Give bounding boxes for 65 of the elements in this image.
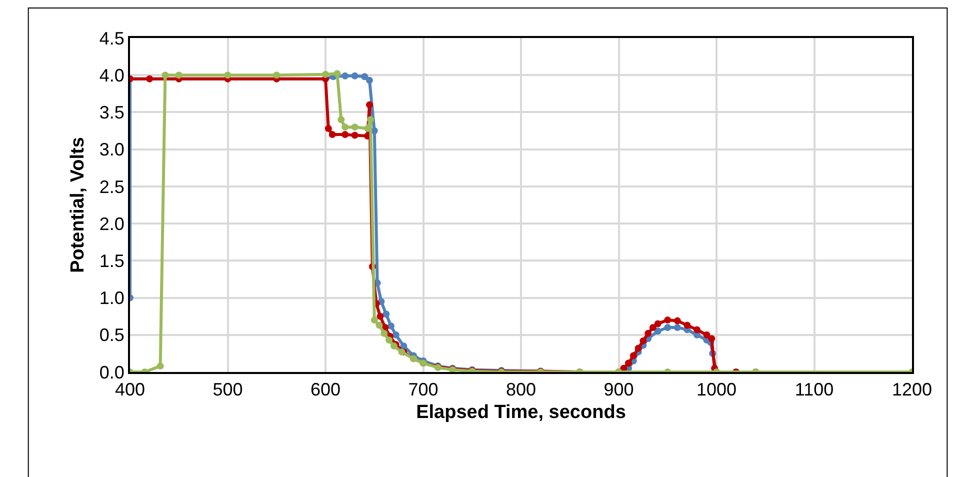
point [386, 336, 393, 344]
point [156, 362, 164, 370]
point [649, 324, 656, 331]
point [382, 310, 390, 318]
point [361, 73, 368, 80]
point [708, 335, 716, 342]
y-tick-label: 0.0 [99, 362, 124, 382]
point [674, 317, 681, 324]
point [376, 312, 384, 320]
x-tick-label: 1100 [794, 380, 834, 400]
point [634, 344, 642, 352]
point [224, 72, 232, 79]
x-tick-label: 1200 [892, 380, 932, 400]
y-tick-label: 2.0 [99, 214, 124, 234]
point [175, 72, 182, 79]
point [392, 331, 400, 338]
y-tick-label: 2.5 [99, 176, 124, 197]
point [674, 324, 681, 331]
point [366, 101, 373, 108]
point [370, 316, 378, 324]
y-axis-title: Potential, Volts [68, 137, 89, 273]
y-tick-label: 4.0 [99, 65, 124, 86]
point [351, 124, 358, 131]
x-tick-label: 1000 [696, 380, 737, 400]
point [654, 328, 662, 335]
point [328, 130, 336, 138]
point [351, 132, 358, 139]
point [684, 322, 691, 329]
x-tick-label: 700 [408, 380, 438, 400]
y-tick-label: 0.5 [99, 325, 124, 346]
point [273, 72, 280, 79]
point [351, 72, 358, 80]
x-axis-title: Elapsed Time, seconds [416, 402, 626, 423]
point [664, 324, 672, 331]
x-tick-label: 600 [310, 380, 341, 400]
point [366, 116, 374, 124]
point [625, 360, 632, 367]
point [693, 326, 700, 334]
point [703, 331, 710, 338]
point [342, 124, 349, 131]
point [380, 330, 388, 337]
point [338, 116, 345, 124]
y-tick-label: 1.5 [99, 250, 124, 271]
point [376, 322, 383, 329]
point [322, 70, 329, 78]
point [387, 322, 394, 330]
y-tick-label: 1.0 [99, 288, 124, 308]
y-tick-label: 3.0 [99, 140, 124, 160]
point [342, 130, 349, 138]
y-tick-label: 3.5 [99, 102, 124, 123]
point [630, 352, 637, 360]
y-tick-label: 4.5 [99, 28, 124, 48]
point [654, 320, 662, 328]
point [664, 316, 672, 324]
x-tick-label: 800 [506, 380, 536, 400]
x-tick-label: 900 [604, 380, 634, 400]
point [640, 337, 647, 344]
point [334, 70, 341, 78]
point [342, 72, 349, 80]
point [644, 330, 652, 337]
point [324, 125, 332, 132]
point [162, 72, 169, 79]
point [366, 76, 373, 84]
x-tick-label: 500 [212, 380, 243, 400]
x-tick-label: 400 [114, 380, 146, 400]
